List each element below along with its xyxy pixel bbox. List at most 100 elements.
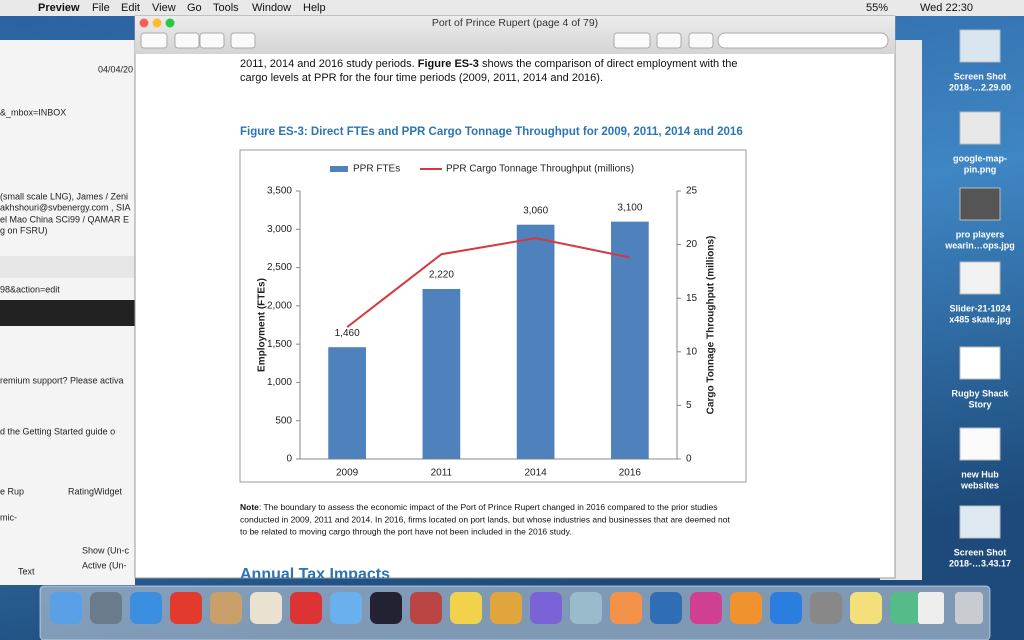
menu-item[interactable]: Tools	[213, 2, 239, 14]
zoom-in-button[interactable]	[199, 32, 225, 49]
close-button[interactable]	[139, 18, 149, 28]
menu-items: File Edit View Go Tools Window Help	[92, 2, 326, 14]
icon-thumbnail[interactable]	[959, 29, 1001, 63]
background-text-line: remium support? Please activa	[0, 375, 124, 385]
icon-label[interactable]: websites	[960, 480, 999, 490]
icon-label[interactable]: Story	[968, 399, 991, 409]
edit-button[interactable]	[688, 32, 714, 49]
data-label: 2,220	[429, 270, 454, 281]
intro-bold: Figure ES-3	[418, 58, 479, 70]
search-field[interactable]	[717, 32, 889, 49]
intro-line: 2011, 2014 and 2016 study periods. Figur…	[240, 58, 738, 70]
menu-item[interactable]: Go	[187, 2, 202, 14]
icon-thumbnail[interactable]	[959, 427, 1001, 461]
icon-thumbnail[interactable]	[959, 187, 1001, 221]
y-tick-label: 1,000	[267, 377, 292, 388]
zoom-out-button[interactable]	[174, 32, 200, 49]
dock-icon[interactable]	[610, 592, 642, 624]
icon-label[interactable]: google-map-	[953, 153, 1007, 163]
background-text-line: d the Getting Started guide o	[0, 426, 115, 436]
x-tick-label: 2014	[525, 468, 548, 479]
dock-icon[interactable]	[290, 592, 322, 624]
share-button[interactable]	[230, 32, 256, 49]
icon-thumbnail[interactable]	[959, 111, 1001, 145]
admin-bar	[0, 300, 135, 326]
legend-label: PPR FTEs	[353, 164, 400, 175]
background-text-line: &_mbox=INBOX	[0, 107, 66, 117]
dock-icon[interactable]	[690, 592, 722, 624]
icon-label[interactable]: new Hub	[961, 469, 999, 479]
menu-item[interactable]: File	[92, 2, 110, 14]
icon-label[interactable]: Screen Shot	[954, 71, 1007, 81]
y-tick-label: 2,000	[267, 300, 292, 311]
icon-thumbnail[interactable]	[959, 261, 1001, 295]
figure-title: Figure ES-3: Direct FTEs and PPR Cargo T…	[240, 126, 743, 138]
y2-tick-label: 5	[686, 400, 692, 411]
icon-label[interactable]: pin.png	[964, 164, 997, 174]
icon-label[interactable]: x485 skate.jpg	[949, 314, 1011, 324]
zoom-button[interactable]	[165, 18, 175, 28]
dock-icon[interactable]	[890, 592, 922, 624]
menu-item[interactable]: Edit	[121, 2, 140, 14]
dock-icon[interactable]	[770, 592, 802, 624]
clock[interactable]: Wed 22:30	[920, 2, 973, 14]
dock-icon[interactable]	[410, 592, 442, 624]
icon-label[interactable]: 2018-…3.43.17	[949, 558, 1011, 568]
y2-axis-title: Cargo Tonnage Throughput (millions)	[706, 236, 717, 415]
markup-button[interactable]	[613, 32, 651, 49]
dock-icon[interactable]	[650, 592, 682, 624]
y2-tick-label: 15	[686, 293, 698, 304]
menu-app[interactable]: Preview	[38, 2, 80, 14]
x-tick-label: 2011	[431, 468, 453, 479]
background-text-line: RatingWidget	[68, 486, 123, 496]
sidebar-button[interactable]	[140, 32, 168, 49]
dock-icon[interactable]	[170, 592, 202, 624]
icon-label[interactable]: Slider-21-1024	[949, 303, 1010, 313]
background-text-line: Text	[18, 566, 35, 576]
line	[346, 237, 631, 328]
icon-thumbnail[interactable]	[959, 346, 1001, 380]
y-tick-label: 0	[286, 454, 292, 465]
icon-thumbnail[interactable]	[959, 505, 1001, 539]
bar	[328, 347, 366, 459]
icon-label[interactable]: 2018-…2.29.00	[949, 82, 1011, 92]
dock-icon[interactable]	[570, 592, 602, 624]
dock-icon[interactable]	[450, 592, 482, 624]
background-text-line: Show (Un-c	[82, 545, 130, 555]
dock-icon[interactable]	[210, 592, 242, 624]
dock-icon[interactable]	[370, 592, 402, 624]
menu-item[interactable]: Help	[303, 2, 326, 14]
background-text-line: mic-	[0, 512, 17, 522]
y2-tick-label: 25	[686, 186, 698, 197]
dock-icon[interactable]	[50, 592, 82, 624]
y-tick-label: 3,500	[267, 186, 292, 197]
background-text-line: Active (Un-	[82, 560, 127, 570]
dock-icon[interactable]	[955, 592, 983, 624]
rotate-button[interactable]	[656, 32, 682, 49]
dock-icon[interactable]	[530, 592, 562, 624]
data-label: 3,100	[617, 202, 642, 213]
dock-icon[interactable]	[130, 592, 162, 624]
dock-icons	[50, 592, 983, 624]
x-tick-label: 2016	[619, 468, 642, 479]
icon-label[interactable]: wearin…ops.jpg	[944, 240, 1015, 250]
menu-item[interactable]: View	[152, 2, 176, 14]
dock-icon[interactable]	[850, 592, 882, 624]
dock-icon[interactable]	[330, 592, 362, 624]
background-text-line: el Mao China SCi99 / QAMAR E	[0, 214, 129, 224]
minimize-button[interactable]	[152, 18, 162, 28]
icon-label[interactable]: Rugby Shack	[951, 388, 1009, 398]
icon-label[interactable]: Screen Shot	[954, 547, 1007, 557]
dock-icon[interactable]	[918, 592, 944, 624]
dock-icon[interactable]	[250, 592, 282, 624]
dock-icon[interactable]	[730, 592, 762, 624]
battery[interactable]: 55%	[866, 2, 888, 14]
dock-icon[interactable]	[90, 592, 122, 624]
menu-item[interactable]: Window	[252, 2, 291, 14]
dock-icon[interactable]	[810, 592, 842, 624]
icon-label[interactable]: pro players	[956, 229, 1005, 239]
background-text-line: 04/04/20	[98, 64, 133, 74]
note-line: Note: The boundary to assess the economi…	[240, 502, 718, 512]
y2-tick-label: 20	[686, 239, 698, 250]
dock-icon[interactable]	[490, 592, 522, 624]
